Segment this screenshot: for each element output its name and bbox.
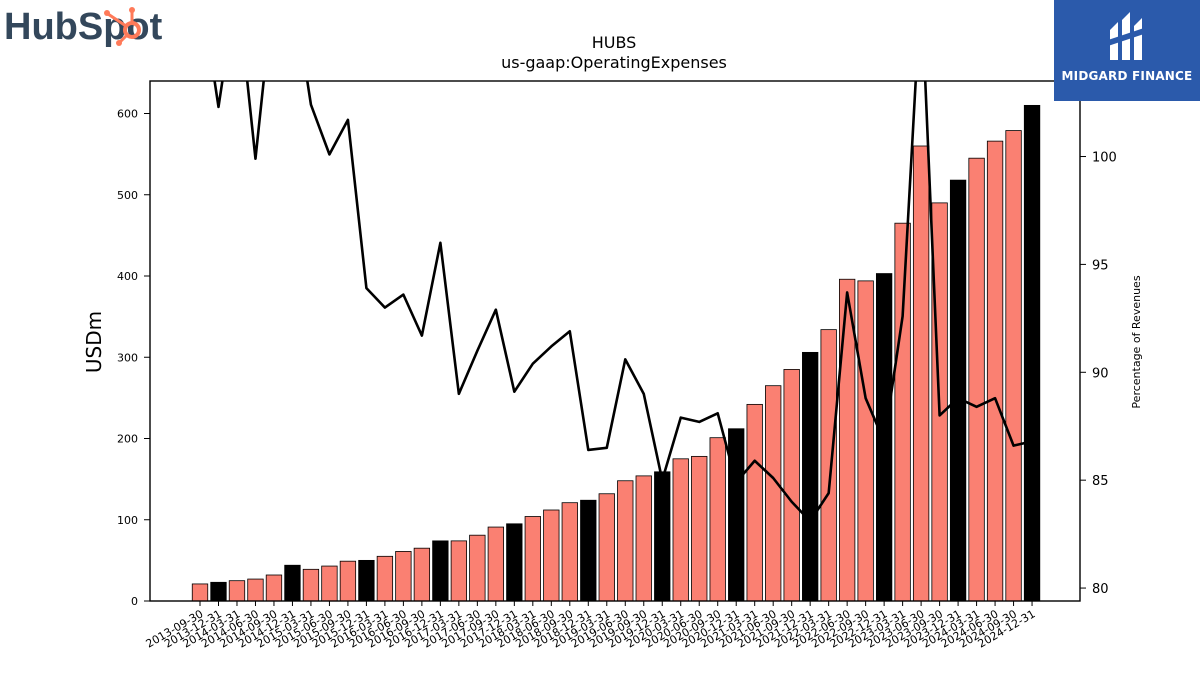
bar <box>265 574 283 601</box>
axes: 0100200300400500600808590951002013-09-30… <box>117 80 1117 651</box>
chart-subtitle: us-gaap:OperatingExpenses <box>501 53 727 72</box>
bar <box>617 480 634 601</box>
bar <box>358 559 375 601</box>
y2-tick-label: 100 <box>1092 151 1117 166</box>
plot-frame <box>149 80 1081 602</box>
bar <box>210 581 227 601</box>
bar <box>746 403 763 601</box>
bar <box>487 526 504 601</box>
percentage-line <box>213 81 1033 523</box>
bar <box>469 534 486 601</box>
bar <box>728 428 745 601</box>
bar <box>506 523 523 601</box>
y2-axis-label: Percentage of Revenues <box>1130 275 1143 408</box>
bar <box>1023 104 1041 601</box>
bar <box>321 565 338 601</box>
bar <box>598 493 615 601</box>
bar <box>524 516 541 601</box>
bar <box>228 580 246 601</box>
bar <box>376 555 394 601</box>
line-series <box>213 81 1033 523</box>
bar <box>543 509 560 601</box>
y-tick-label: 500 <box>117 189 138 202</box>
y2-tick-label: 95 <box>1092 258 1109 273</box>
y-axis-label: USDm <box>82 311 106 373</box>
y2-tick-label: 80 <box>1092 582 1109 597</box>
y-tick-label: 100 <box>117 514 138 527</box>
bar <box>783 369 800 601</box>
y-tick-label: 0 <box>131 595 138 608</box>
bar <box>986 140 1004 601</box>
y-tick-label: 300 <box>117 351 138 364</box>
bar <box>949 179 967 601</box>
y-tick-label: 200 <box>117 433 138 446</box>
bar <box>580 499 597 601</box>
sprocket-icon <box>104 7 141 46</box>
bar <box>820 329 837 601</box>
bar <box>839 278 856 601</box>
bar <box>802 351 819 601</box>
bar <box>635 475 652 601</box>
midgard-emblem-icon <box>1108 12 1144 60</box>
bar <box>432 540 449 601</box>
chart-title: HUBS <box>592 33 637 52</box>
bar <box>672 458 689 601</box>
bar <box>894 222 911 601</box>
y-tick-label: 400 <box>117 270 138 283</box>
bar <box>395 551 412 601</box>
bar <box>284 564 301 601</box>
bar <box>450 540 468 601</box>
bar <box>302 568 320 601</box>
bar <box>339 560 357 601</box>
bar <box>654 471 671 601</box>
bar <box>968 157 985 601</box>
bar <box>765 385 782 601</box>
bar <box>709 437 726 601</box>
bar <box>413 547 431 601</box>
bar <box>561 502 578 601</box>
hubspot-logo: HubSpot <box>4 2 164 52</box>
y-tick-label: 600 <box>117 108 138 121</box>
y2-tick-label: 85 <box>1092 474 1109 489</box>
bar <box>247 578 264 601</box>
midgard-finance-text: MIDGARD FINANCE <box>1061 69 1193 83</box>
y2-tick-label: 90 <box>1092 366 1109 381</box>
bar <box>191 583 209 601</box>
bar <box>857 280 874 601</box>
bar <box>1005 130 1022 601</box>
bar <box>691 455 708 601</box>
midgard-finance-logo: MIDGARD FINANCE <box>1054 0 1200 101</box>
bar <box>912 145 930 601</box>
bar-series <box>191 104 1041 601</box>
